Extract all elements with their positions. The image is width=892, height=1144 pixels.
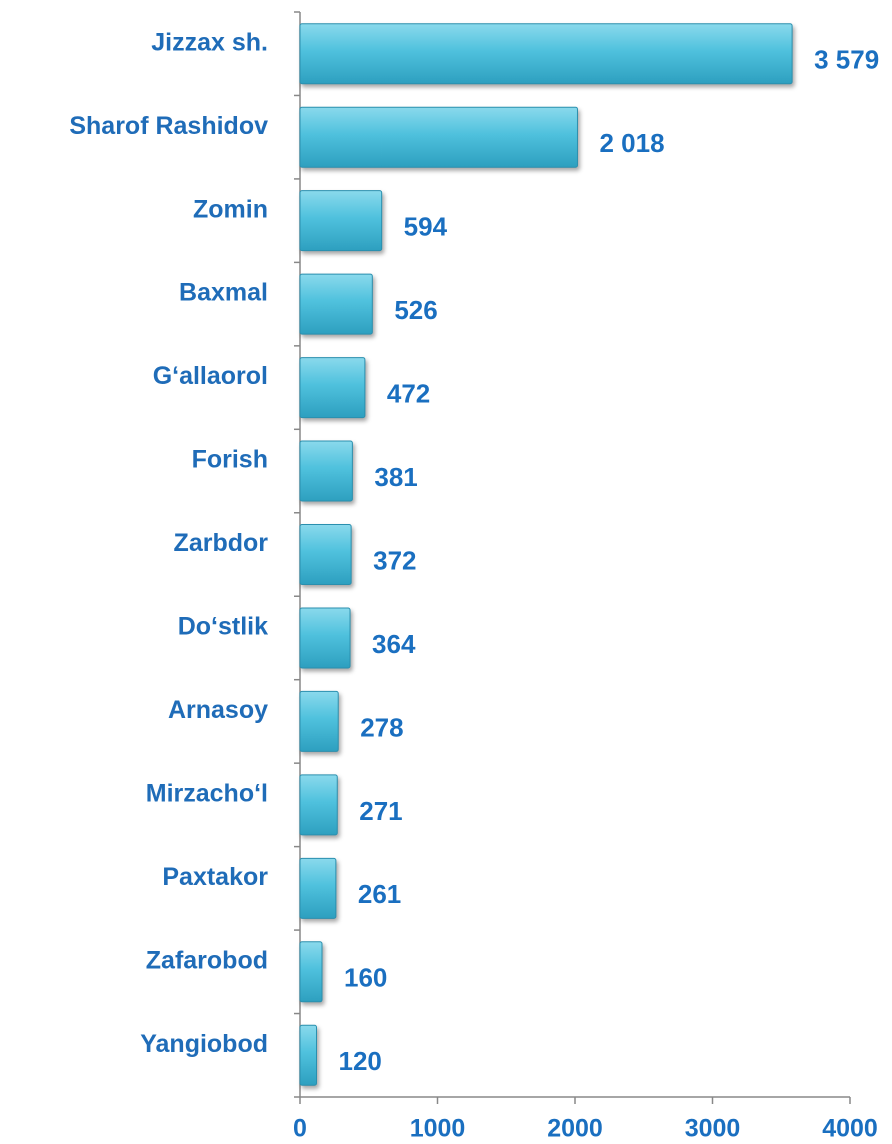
category-label: Sharof Rashidov: [69, 112, 268, 140]
value-label: 160: [344, 963, 387, 993]
category-label: Forish: [192, 446, 268, 474]
category-label: Paxtakor: [162, 863, 268, 891]
bar: [299, 857, 337, 919]
bar: [299, 524, 352, 585]
category-label: Zomin: [193, 195, 268, 223]
category-label: Zafarobod: [146, 946, 268, 974]
x-tick-label: 4000: [822, 1115, 878, 1143]
bar: [299, 690, 339, 752]
x-tick-label: 0: [293, 1115, 307, 1143]
value-label: 278: [360, 712, 403, 742]
category-label: Baxmal: [179, 279, 268, 307]
category-label: Mirzacho‘l: [146, 779, 268, 807]
value-label: 372: [373, 545, 416, 575]
value-label: 2 018: [599, 128, 664, 158]
category-label: Jizzax sh.: [151, 28, 268, 56]
x-tick-label: 3000: [685, 1115, 741, 1143]
value-label: 526: [394, 295, 437, 325]
bar: [299, 440, 353, 502]
bar: [299, 607, 351, 669]
value-label: 120: [339, 1046, 382, 1076]
x-tick-label: 2000: [547, 1115, 603, 1143]
bar: [299, 106, 578, 168]
category-label: Yangiobod: [140, 1030, 268, 1058]
bar: [299, 1024, 317, 1086]
bar: [299, 23, 793, 85]
value-label: 472: [387, 378, 430, 408]
category-label: G‘allaorol: [153, 362, 268, 390]
value-label: 594: [404, 212, 448, 242]
value-label: 381: [374, 462, 417, 492]
value-label: 3 579: [814, 45, 879, 75]
value-label: 364: [372, 629, 416, 659]
bar: [299, 273, 373, 335]
value-label: 271: [359, 796, 402, 826]
bar: [299, 357, 366, 419]
bar: [299, 774, 338, 836]
x-tick-label: 1000: [410, 1115, 466, 1143]
bar: [299, 190, 383, 252]
category-label: Zarbdor: [174, 529, 269, 557]
value-label: 261: [358, 879, 401, 909]
category-label: Arnasoy: [168, 696, 268, 724]
bar: [299, 941, 323, 1003]
category-label: Do‘stlik: [178, 613, 268, 641]
